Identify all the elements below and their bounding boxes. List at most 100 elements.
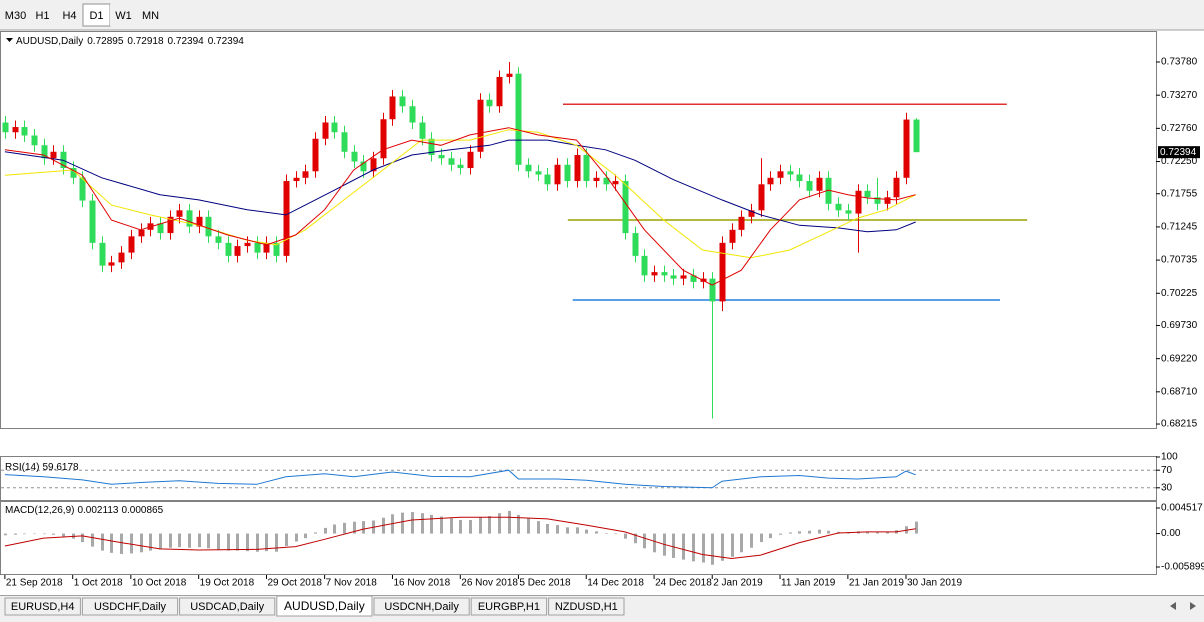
- macd-bar: [411, 512, 414, 534]
- macd-bar: [779, 533, 782, 535]
- tab-face[interactable]: [81, 597, 179, 616]
- macd-bar: [740, 533, 743, 553]
- tab-face[interactable]: [4, 597, 81, 616]
- chart-tab[interactable]: USDCAD,Daily: [179, 597, 276, 616]
- button-label[interactable]: H1: [35, 10, 49, 22]
- candle-body: [12, 127, 19, 133]
- chart-tab[interactable]: USDCHF,Daily: [81, 597, 179, 616]
- macd-bar: [401, 512, 404, 534]
- candle-body: [2, 122, 9, 133]
- y-tick-label: 0.73780: [1161, 57, 1198, 68]
- chart-tab[interactable]: NZDUSD,H1: [548, 597, 625, 616]
- candle-body: [554, 164, 561, 185]
- tab-label[interactable]: EURGBP,H1: [478, 601, 540, 613]
- candle-body: [651, 272, 658, 276]
- candle-body: [748, 210, 755, 217]
- macd-bar: [110, 533, 113, 553]
- macd-bar: [886, 531, 889, 534]
- candle-body: [176, 210, 183, 217]
- macd-bar: [798, 531, 801, 534]
- moving-average: [4, 129, 916, 259]
- indicator-value: 0.000865: [121, 505, 163, 516]
- candle-body: [380, 119, 387, 159]
- candle-body: [360, 161, 367, 172]
- button-face[interactable]: [2, 4, 29, 26]
- button-label[interactable]: D1: [89, 10, 103, 22]
- y-tick-label: 0.004517: [1161, 503, 1203, 514]
- button-label[interactable]: H4: [62, 10, 76, 22]
- tab-label[interactable]: AUDUSD,Daily: [284, 599, 365, 613]
- macd-bar: [605, 533, 608, 534]
- candle-body: [370, 158, 377, 172]
- button-label[interactable]: M30: [5, 10, 26, 22]
- x-tick-label: 19 Oct 2018: [200, 578, 255, 589]
- tab-face[interactable]: [373, 597, 470, 616]
- moving-average: [4, 127, 916, 286]
- candle-body: [787, 171, 794, 175]
- tab-face[interactable]: [548, 597, 625, 616]
- timeframe-button[interactable]: H4: [56, 4, 83, 26]
- macd-bar: [295, 533, 298, 542]
- y-tick-label: 0.69220: [1161, 353, 1198, 364]
- candle-body: [205, 216, 212, 237]
- candle-body: [254, 242, 261, 253]
- tab-face[interactable]: [470, 597, 548, 616]
- candle-body: [21, 127, 28, 136]
- button-face[interactable]: [137, 4, 164, 26]
- macd-bar: [91, 533, 94, 547]
- scroll-right[interactable]: [1190, 602, 1196, 610]
- macd-bar: [101, 533, 104, 551]
- macd-bar: [498, 513, 501, 534]
- candle-body: [302, 171, 309, 178]
- tab-label[interactable]: USDCNH,Daily: [384, 601, 459, 613]
- y-tick-label: 0.72250: [1161, 156, 1198, 167]
- timeframe-button[interactable]: MN: [137, 4, 164, 26]
- candle-body: [225, 242, 232, 256]
- macd-bar: [188, 533, 191, 548]
- tab-label[interactable]: USDCHF,Daily: [94, 601, 167, 613]
- tab-label[interactable]: USDCAD,Daily: [190, 601, 264, 613]
- candle-body: [515, 73, 522, 165]
- y-tick-label: 0.73270: [1161, 90, 1198, 101]
- macd-bar: [682, 533, 685, 560]
- tab-label[interactable]: EURUSD,H4: [11, 601, 75, 613]
- candle-body: [903, 119, 910, 178]
- macd-bar: [537, 521, 540, 534]
- button-label[interactable]: MN: [142, 10, 159, 22]
- macd-bar: [333, 524, 336, 534]
- candle-body: [331, 122, 338, 133]
- macd-bar: [721, 533, 724, 561]
- timeframe-button[interactable]: W1: [110, 4, 137, 26]
- timeframe-button[interactable]: D1: [82, 3, 111, 27]
- macd-bar: [508, 510, 511, 534]
- chart-tab[interactable]: USDCNH,Daily: [373, 597, 470, 616]
- chart-tab[interactable]: EURGBP,H1: [470, 597, 548, 616]
- macd-bar: [624, 533, 627, 539]
- timeframe-button[interactable]: H1: [29, 4, 56, 26]
- chart-tab[interactable]: EURUSD,H4: [4, 597, 81, 616]
- tab-label[interactable]: NZDUSD,H1: [555, 601, 618, 613]
- collapse-icon[interactable]: [6, 38, 13, 42]
- macd-bar: [120, 533, 123, 554]
- candle-body: [273, 242, 280, 256]
- macd-bar: [246, 533, 249, 552]
- macd-bar: [614, 533, 617, 535]
- button-face[interactable]: [29, 4, 56, 26]
- candle-body: [41, 145, 48, 159]
- tab-face[interactable]: [276, 595, 373, 617]
- candle-body: [729, 229, 736, 243]
- candle-body: [419, 122, 426, 139]
- chart-tab[interactable]: AUDUSD,Daily: [276, 595, 373, 617]
- scroll-left[interactable]: [1170, 602, 1176, 610]
- candle-body: [816, 177, 823, 191]
- tab-face[interactable]: [179, 597, 276, 616]
- timeframe-button[interactable]: M30: [2, 4, 29, 26]
- macd-bar: [711, 533, 714, 565]
- button-label[interactable]: W1: [115, 10, 132, 22]
- button-face[interactable]: [56, 4, 83, 26]
- macd-bar: [198, 533, 201, 548]
- candle-body: [583, 155, 590, 182]
- macd-bar: [634, 533, 637, 544]
- ohlc-value: 0.72394: [208, 36, 245, 47]
- button-face[interactable]: [110, 4, 137, 26]
